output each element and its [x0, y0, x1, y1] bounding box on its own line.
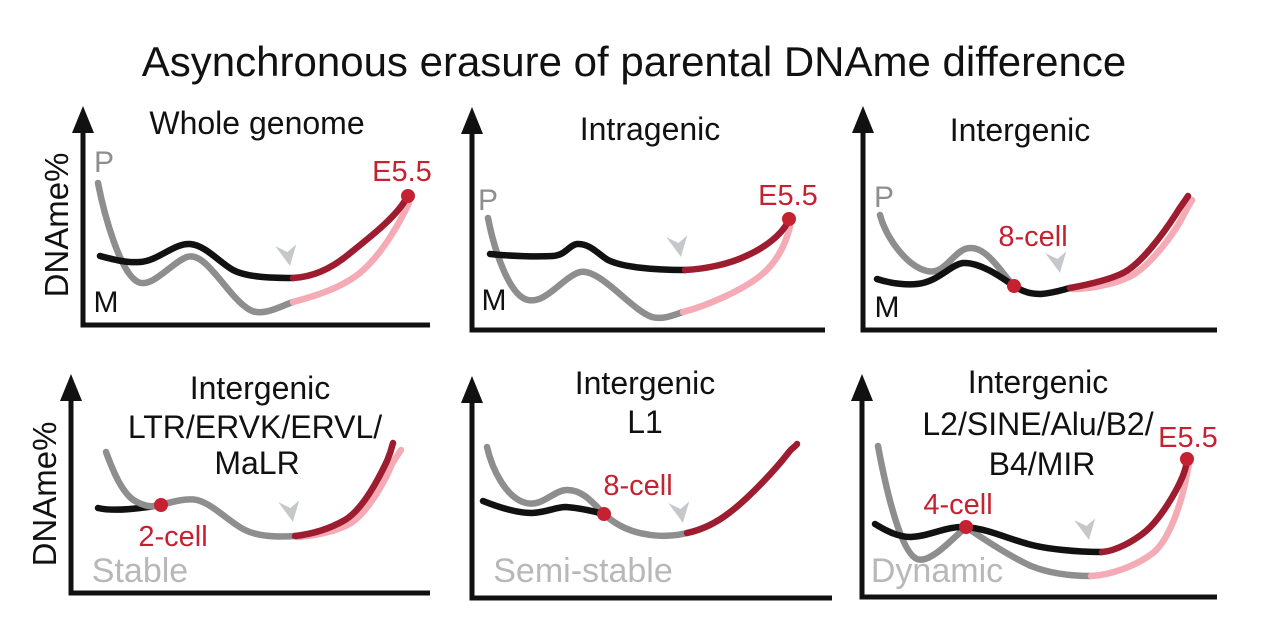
- panel-subtitle-2: MaLR: [214, 445, 299, 481]
- maternal-label: M: [94, 286, 119, 319]
- panel-intergenic: Intergenic P M 8-cell: [852, 106, 1217, 333]
- merge-dot: [959, 520, 973, 534]
- panel-subtitle: L2/SINE/Alu/B2/: [922, 406, 1153, 442]
- merge-dot: [154, 498, 168, 512]
- merged-curve-red-segment: [1066, 192, 1192, 292]
- paternal-curve-pink-segment: [289, 199, 413, 306]
- stage-arrowhead-icon: [278, 500, 300, 522]
- panel-subtitle: L1: [627, 404, 663, 440]
- y-axis-arrow-icon: [72, 106, 94, 133]
- maternal-curve-red-segment: [289, 195, 410, 282]
- stage-arrowhead-icon: [668, 501, 690, 523]
- maternal-label: M: [875, 291, 900, 324]
- stage-arrowhead-icon: [666, 235, 688, 257]
- paternal-curve: [876, 211, 1018, 290]
- figure-title: Asynchronous erasure of parental DNAme d…: [142, 38, 1126, 85]
- merge-stage-label: 8-cell: [998, 221, 1067, 253]
- panel-title: Intragenic: [580, 111, 721, 147]
- merge-stage-label: 8-cell: [603, 470, 672, 502]
- panel-title: Whole genome: [149, 105, 364, 141]
- y-axis-label: DNAme%: [38, 153, 75, 298]
- paternal-curve: [483, 443, 691, 540]
- maternal-curve: [873, 259, 1074, 298]
- e55-label: E5.5: [758, 180, 818, 212]
- e55-label: E5.5: [1158, 422, 1218, 454]
- y-axis-arrow-icon: [461, 376, 483, 403]
- panel-title: Intergenic: [190, 370, 331, 406]
- axes: [80, 128, 430, 328]
- stability-label: Stable: [92, 552, 188, 590]
- axes: [68, 396, 430, 596]
- paternal-curve: [484, 214, 687, 322]
- y-axis-arrow-icon: [60, 374, 82, 401]
- y-axis-arrow-icon: [461, 107, 483, 134]
- panel-whole-genome: DNAme% Whole genome P M E5.5: [38, 105, 432, 328]
- merge-dot: [1007, 279, 1021, 293]
- panel-intragenic: Intragenic P M E5.5: [461, 107, 825, 333]
- panel-subtitle: LTR/ERVK/ERVL/: [128, 409, 382, 445]
- paternal-curve: [94, 179, 297, 316]
- y-axis-arrow-icon: [852, 106, 874, 133]
- paternal-label: P: [94, 146, 114, 179]
- paternal-curve: [102, 448, 299, 540]
- maternal-curve: [96, 240, 297, 282]
- panel-subtitle-2: B4/MIR: [989, 446, 1096, 482]
- maternal-label: M: [482, 284, 507, 317]
- panel-title: Intergenic: [968, 364, 1109, 400]
- panel-title: Intergenic: [575, 365, 716, 401]
- axes: [859, 396, 1217, 600]
- maternal-curve-red-segment: [681, 218, 792, 274]
- merge-dot: [597, 507, 611, 521]
- merged-curve-red-segment: [291, 439, 397, 540]
- merged-curve-pink-segment: [293, 446, 405, 541]
- paternal-label: P: [478, 184, 498, 217]
- merge-stage-label: 4-cell: [923, 489, 992, 521]
- e55-endpoint-dot: [1180, 452, 1194, 466]
- panel-title: Intergenic: [950, 112, 1091, 148]
- y-axis-arrow-icon: [851, 374, 873, 401]
- axes: [469, 128, 825, 333]
- merged-curve-pink-segment: [1069, 196, 1196, 293]
- paternal-curve-pink-segment: [679, 223, 794, 316]
- maternal-curve: [486, 240, 689, 274]
- panel-intergenic-ltr: DNAme% Intergenic LTR/ERVK/ERVL/ MaLR 2-…: [26, 370, 430, 596]
- stage-arrowhead-icon: [1045, 251, 1067, 273]
- axes: [860, 127, 1217, 333]
- y-axis-label: DNAme%: [26, 422, 63, 567]
- merged-curve-red-segment: [683, 440, 801, 537]
- axes: [469, 398, 832, 601]
- panel-intergenic-l1: Intergenic L1 8-cell Semi-stable: [461, 365, 832, 601]
- stability-label: Semi-stable: [493, 552, 673, 590]
- stability-label: Dynamic: [871, 552, 1003, 590]
- maternal-curve: [479, 497, 608, 518]
- panel-intergenic-sine: Intergenic L2/SINE/Alu/B2/ B4/MIR 4-cell…: [851, 364, 1218, 600]
- stage-arrowhead-icon: [1074, 518, 1096, 540]
- e55-endpoint-dot: [401, 189, 415, 203]
- e55-endpoint-dot: [782, 212, 796, 226]
- maternal-curve-red-segment: [1098, 458, 1191, 556]
- merge-stage-label: 2-cell: [138, 521, 207, 553]
- paternal-label: P: [874, 181, 894, 214]
- stage-arrowhead-icon: [275, 244, 297, 266]
- e55-label: E5.5: [372, 156, 432, 188]
- paternal-curve-pink-segment: [1087, 460, 1193, 580]
